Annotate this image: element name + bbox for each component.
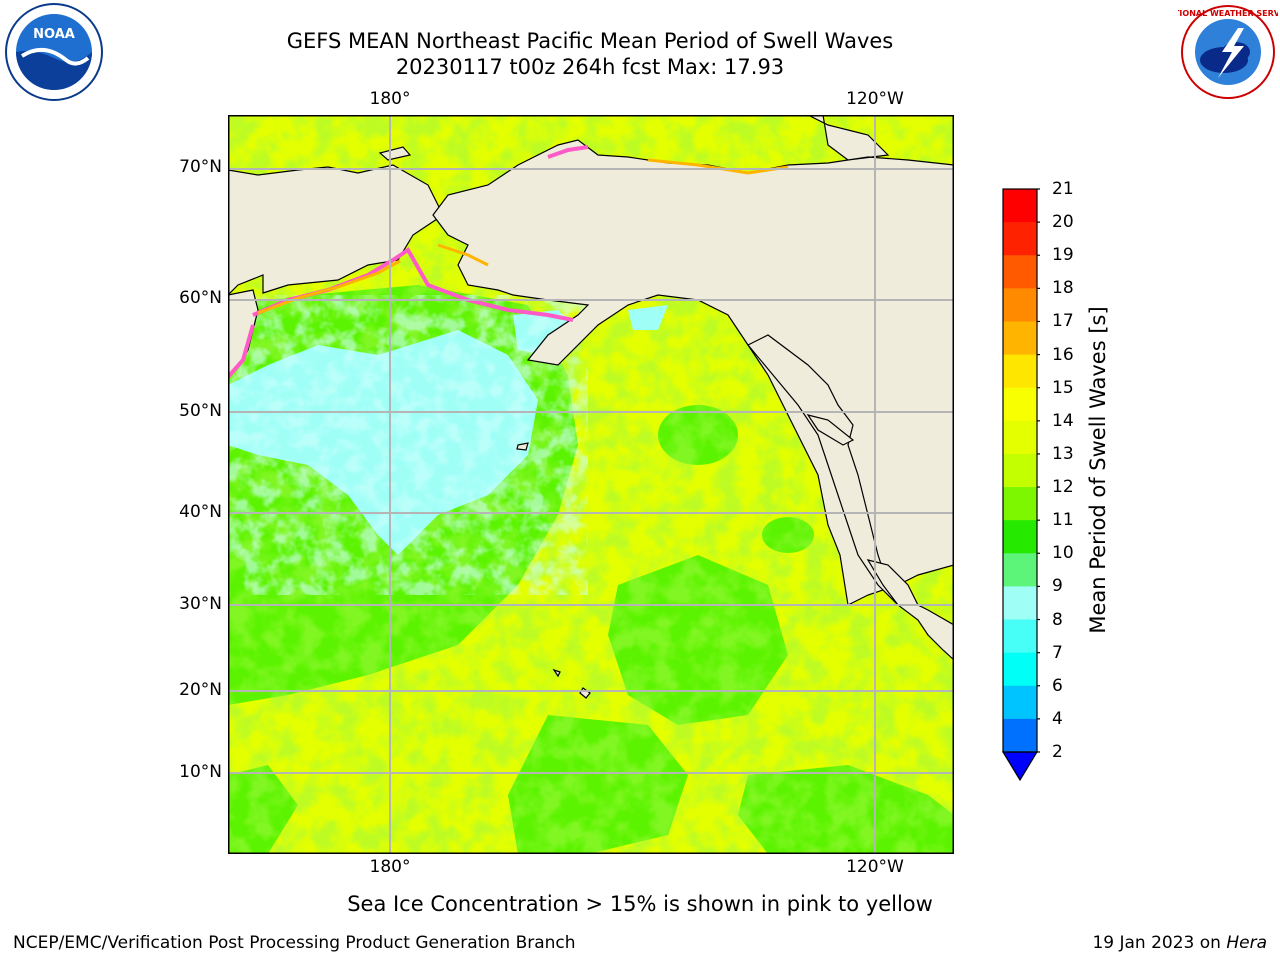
nws-logo-text: NATIONAL WEATHER SERVICE: [1178, 9, 1278, 18]
colorbar-tick-label: 10: [1052, 543, 1074, 564]
colorbar-segment: [1003, 718, 1037, 753]
lat-label-20n: 20°N: [179, 680, 222, 700]
colorbar: [1001, 188, 1040, 782]
lon-label-bottom-180: 180°: [369, 857, 411, 877]
colorbar-tick-label: 21: [1052, 179, 1074, 199]
noaa-logo-text: NOAA: [33, 27, 75, 42]
colorbar-tick-label: 7: [1052, 642, 1063, 663]
lon-label-top-180: 180°: [369, 89, 411, 109]
colorbar-tick-label: 9: [1052, 576, 1063, 597]
colorbar-tick-label: 4: [1052, 708, 1063, 729]
colorbar-segment: [1003, 685, 1037, 720]
colorbar-segment: [1003, 255, 1037, 289]
chart-subtitle: 20230117 t00z 264h fcst Max: 17.93: [395, 55, 785, 79]
colorbar-title: Mean Period of Swell Waves [s]: [1086, 306, 1110, 634]
colorbar-under-arrow: [1001, 751, 1039, 782]
colorbar-segment: [1003, 453, 1037, 488]
colorbar-tick-label: 19: [1052, 245, 1074, 266]
footer-date: 19 Jan 2023 on Hera: [1092, 932, 1267, 954]
colorbar-segment: [1003, 619, 1037, 654]
footer-host: Hera: [1226, 933, 1267, 953]
lat-label-40n: 40°N: [179, 502, 222, 522]
nws-logo: NATIONAL WEATHER SERVICE: [1178, 5, 1278, 99]
footer-branch: NCEP/EMC/Verification Post Processing Pr…: [13, 933, 576, 953]
colorbar-segment: [1003, 387, 1037, 422]
colorbar-tick-label: 12: [1052, 477, 1074, 498]
colorbar-tick-label: 15: [1052, 377, 1074, 398]
noaa-logo: NOAA: [5, 3, 103, 101]
colorbar-tick-label: 13: [1052, 443, 1074, 464]
swell-period-map: [228, 115, 954, 854]
colorbar-segment: [1003, 420, 1037, 455]
colorbar-tick-label: 2: [1052, 742, 1063, 762]
colorbar-segment: [1003, 520, 1037, 554]
footer-date-text: 19 Jan 2023 on: [1092, 933, 1227, 953]
colorbar-segment: [1003, 487, 1037, 521]
colorbar-tick-label: 8: [1052, 609, 1063, 630]
colorbar-tick-label: 16: [1052, 344, 1074, 365]
lat-label-50n: 50°N: [179, 401, 222, 421]
map-frame: [228, 115, 954, 854]
colorbar-tick-label: 20: [1052, 212, 1074, 233]
colorbar-segment: [1003, 354, 1037, 389]
lon-label-top-120w: 120°W: [846, 89, 904, 109]
lat-label-30n: 30°N: [179, 594, 222, 614]
colorbar-frame: [1002, 188, 1038, 753]
lat-label-70n: 70°N: [179, 157, 222, 177]
lat-label-10n: 10°N: [179, 762, 222, 782]
colorbar-segment: [1003, 553, 1037, 587]
colorbar-segment: [1003, 189, 1037, 223]
colorbar-tick-label: 18: [1052, 278, 1074, 299]
colorbar-segment: [1003, 288, 1037, 322]
lat-label-60n: 60°N: [179, 288, 222, 308]
colorbar-tick-label: 11: [1052, 510, 1074, 531]
graticule: [228, 115, 954, 854]
colorbar-tick-label: 14: [1052, 410, 1074, 431]
sea-ice-note: Sea Ice Concentration > 15% is shown in …: [347, 892, 933, 916]
colorbar-segment: [1003, 321, 1037, 356]
colorbar-tick-label: 6: [1052, 675, 1063, 696]
chart-title: GEFS MEAN Northeast Pacific Mean Period …: [286, 29, 894, 53]
colorbar-tick-label: 17: [1052, 311, 1074, 332]
colorbar-segment: [1003, 652, 1037, 687]
lon-label-bottom-120w: 120°W: [846, 857, 904, 877]
colorbar-segment: [1003, 586, 1037, 621]
colorbar-segment: [1003, 222, 1037, 256]
